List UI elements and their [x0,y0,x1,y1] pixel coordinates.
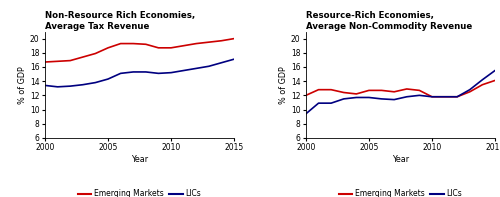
Text: Non-Resource Rich Economies,
Average Tax Revenue: Non-Resource Rich Economies, Average Tax… [45,11,195,31]
Text: Resource-Rich Economies,
Average Non-Commodity Revenue: Resource-Rich Economies, Average Non-Com… [306,11,472,31]
Y-axis label: % of GDP: % of GDP [18,66,27,104]
Legend: Emerging Markets, LICs: Emerging Markets, LICs [336,186,466,197]
X-axis label: Year: Year [131,155,148,164]
Legend: Emerging Markets, LICs: Emerging Markets, LICs [74,186,204,197]
Y-axis label: % of GDP: % of GDP [279,66,288,104]
X-axis label: Year: Year [392,155,409,164]
